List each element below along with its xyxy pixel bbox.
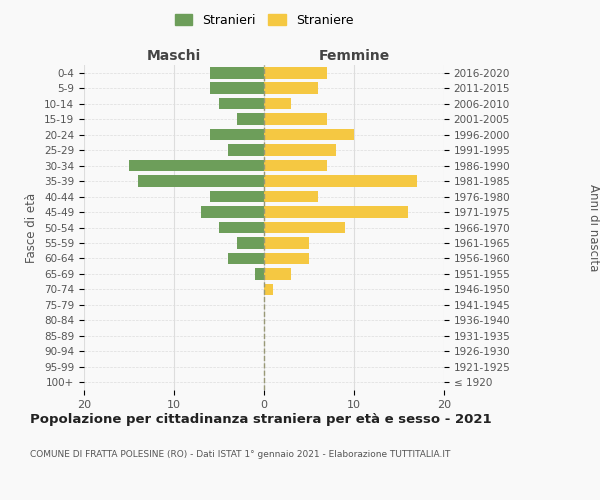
Bar — [219, 222, 264, 234]
Y-axis label: Fasce di età: Fasce di età — [25, 192, 38, 262]
Bar — [264, 160, 327, 172]
Bar — [210, 67, 264, 78]
Bar — [264, 114, 327, 125]
Bar — [264, 98, 291, 110]
Bar — [228, 144, 264, 156]
Bar — [264, 237, 309, 249]
Bar — [264, 67, 327, 78]
Bar — [264, 144, 336, 156]
Bar — [264, 190, 318, 202]
Bar — [264, 82, 318, 94]
Bar — [264, 176, 417, 187]
Bar — [237, 237, 264, 249]
Bar — [255, 268, 264, 280]
Bar — [210, 129, 264, 140]
Bar — [201, 206, 264, 218]
Bar — [264, 206, 408, 218]
Bar — [210, 190, 264, 202]
Bar — [264, 222, 345, 234]
Bar — [219, 98, 264, 110]
Y-axis label: Anni di nascita: Anni di nascita — [587, 184, 600, 271]
Bar — [264, 268, 291, 280]
Text: COMUNE DI FRATTA POLESINE (RO) - Dati ISTAT 1° gennaio 2021 - Elaborazione TUTTI: COMUNE DI FRATTA POLESINE (RO) - Dati IS… — [30, 450, 451, 459]
Bar — [228, 252, 264, 264]
Bar — [264, 129, 354, 140]
Bar — [264, 284, 273, 295]
Legend: Stranieri, Straniere: Stranieri, Straniere — [170, 8, 358, 32]
Bar — [210, 82, 264, 94]
Text: Popolazione per cittadinanza straniera per età e sesso - 2021: Popolazione per cittadinanza straniera p… — [30, 412, 491, 426]
Bar — [237, 114, 264, 125]
Text: Femmine: Femmine — [319, 48, 389, 62]
Text: Maschi: Maschi — [147, 48, 201, 62]
Bar — [138, 176, 264, 187]
Bar — [129, 160, 264, 172]
Bar — [264, 252, 309, 264]
